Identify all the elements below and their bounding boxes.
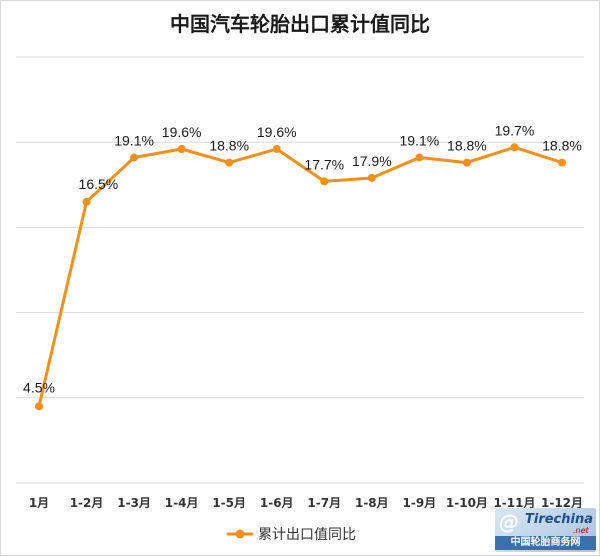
data-point-9 — [462, 158, 471, 167]
data-label-3: 19.6% — [162, 124, 202, 140]
x-tick-label-8: 1-9月 — [403, 496, 437, 510]
watermark-brand: Tirechina — [525, 512, 593, 527]
x-tick-label-1: 1-2月 — [70, 496, 104, 510]
x-tick-label-10: 1-11月 — [493, 496, 535, 510]
tirechina-logo-icon: @ — [499, 510, 519, 534]
data-label-0: 4.5% — [23, 379, 55, 395]
data-point-6 — [320, 177, 329, 186]
series-line — [37, 145, 564, 408]
legend-marker-swatch — [235, 529, 245, 539]
watermark-suffix: .net — [573, 526, 589, 535]
x-tick-label-7: 1-8月 — [355, 496, 389, 510]
x-axis-ticks: 1月 1-2月 1-3月 1-4月 1-5月 1-6月 1-7月 1-8月 1-9月 1-10月 1… — [29, 496, 583, 510]
data-point-8 — [415, 153, 424, 162]
data-label-4: 18.8% — [209, 138, 249, 154]
chart-title: 中国汽车轮胎出口累计值同比 — [170, 12, 430, 36]
x-tick-label-4: 1-5月 — [212, 496, 246, 510]
data-label-10: 19.7% — [495, 122, 535, 138]
x-tick-label-2: 1-3月 — [117, 496, 151, 510]
data-label-7: 17.9% — [352, 153, 392, 169]
data-point-3 — [177, 145, 186, 154]
x-tick-label-5: 1-6月 — [260, 496, 294, 510]
x-tick-label-3: 1-4月 — [165, 496, 199, 510]
data-label-2: 19.1% — [114, 133, 154, 149]
data-label-1: 16.5% — [79, 176, 119, 192]
tirechina-watermark: @ Tirechina .net 中国轮胎商务网 — [495, 508, 596, 552]
data-point-1 — [82, 197, 91, 206]
data-label-9: 18.8% — [447, 138, 487, 154]
legend: 累计出口值同比 — [226, 527, 356, 543]
data-point-0 — [35, 402, 43, 411]
legend-entry-label: 累计出口值同比 — [258, 527, 356, 543]
series-polyline — [37, 145, 564, 408]
series-markers — [35, 143, 566, 411]
data-label-5: 19.6% — [257, 124, 297, 140]
x-tick-label-6: 1-7月 — [307, 496, 341, 510]
gridlines — [16, 56, 584, 484]
data-labels: 4.5% 16.5% 19.1% 19.6% 18.8% 19.6% 17.7% 17.9% 1… — [23, 122, 582, 395]
data-point-7 — [367, 173, 376, 182]
data-point-10 — [510, 143, 519, 152]
x-tick-label-9: 1-10月 — [446, 496, 488, 510]
data-point-11 — [558, 158, 566, 167]
data-label-8: 19.1% — [400, 133, 440, 149]
watermark-chinese-name: 中国轮胎商务网 — [495, 536, 596, 550]
data-label-6: 17.7% — [304, 156, 344, 172]
data-label-11: 18.8% — [542, 138, 582, 154]
data-point-5 — [272, 145, 281, 154]
data-point-2 — [130, 153, 139, 162]
data-point-4 — [225, 158, 234, 167]
x-tick-label-0: 1月 — [29, 496, 49, 510]
x-tick-label-11: 1-12月 — [541, 496, 583, 510]
